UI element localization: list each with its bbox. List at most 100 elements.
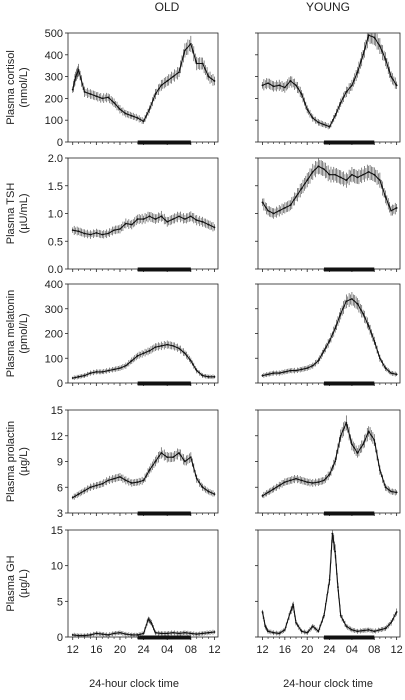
data-point-young-5 (292, 604, 295, 606)
x-tick-label-old-5: 16 (90, 644, 102, 656)
x-tick-label-young-5: 16 (279, 644, 291, 656)
sleep-bar-young-1 (323, 140, 375, 145)
data-point-young-1 (283, 86, 286, 89)
sleep-bar-old-4 (137, 511, 191, 516)
data-point-young-4 (373, 439, 376, 441)
data-point-young-4 (283, 481, 286, 483)
data-point-old-1 (166, 80, 169, 82)
data-point-old-4 (124, 479, 127, 482)
data-point-old-4 (107, 479, 110, 482)
data-point-young-3 (278, 372, 281, 374)
y-axis-label-line: (pmol/L) (18, 313, 30, 353)
data-point-young-2 (300, 187, 303, 190)
data-point-old-1 (160, 84, 163, 87)
x-tick-label-old-5: 20 (114, 644, 126, 656)
data-point-young-2 (311, 170, 314, 173)
data-point-young-5 (378, 628, 381, 631)
data-point-old-5 (160, 632, 163, 635)
data-point-old-3 (130, 359, 133, 362)
plot-frame-old-2 (67, 157, 219, 270)
data-point-old-4 (101, 482, 104, 485)
y-axis-label-old-2: Plasma TSH (µU/mL) (5, 183, 30, 245)
data-point-young-5 (278, 632, 281, 635)
data-point-young-1 (328, 125, 331, 128)
x-axis-label-old: 24-hour clock time (89, 678, 179, 690)
data-point-young-2 (283, 207, 286, 209)
series-line-old-1 (72, 42, 215, 123)
data-point-young-1 (317, 121, 320, 124)
data-point-old-3 (178, 347, 180, 350)
series-line-young-1 (262, 34, 398, 128)
data-point-old-3 (195, 369, 198, 372)
y-tick-label-old-4: 15 (51, 405, 63, 417)
data-point-young-2 (278, 209, 281, 212)
data-point-young-5 (384, 627, 387, 630)
data-point-old-3 (142, 352, 145, 355)
x-tick-label-young-5: 12 (391, 644, 403, 656)
data-point-young-3 (261, 374, 264, 377)
data-point-young-2 (378, 179, 381, 182)
data-point-young-5 (267, 630, 269, 633)
series-line-old-4 (72, 452, 215, 499)
data-point-young-4 (339, 434, 342, 437)
y-tick-label-old-4: 6 (57, 482, 63, 494)
data-point-old-4 (166, 456, 169, 459)
y-tick-label-old-5: 0 (57, 632, 63, 644)
data-point-young-5 (306, 631, 309, 634)
data-point-old-4 (213, 493, 216, 496)
data-point-old-4 (130, 482, 133, 484)
data-point-old-2 (207, 223, 210, 226)
data-point-young-2 (345, 179, 348, 182)
data-point-young-2 (339, 176, 342, 179)
y-axis-label-line: (µg/L) (18, 447, 30, 476)
y-axis-label-line: Plasma TSH (5, 183, 17, 245)
series-line-young-5 (261, 533, 398, 634)
data-point-young-4 (300, 479, 303, 482)
data-point-young-4 (362, 443, 365, 446)
data-point-old-1 (83, 90, 86, 93)
data-point-old-5 (189, 632, 192, 635)
data-point-young-3 (362, 312, 365, 315)
data-point-young-3 (311, 364, 314, 367)
data-point-old-5 (101, 633, 104, 636)
data-point-old-3 (124, 364, 127, 367)
data-point-old-2 (178, 215, 180, 218)
data-point-young-3 (306, 367, 309, 370)
data-point-young-2 (395, 207, 398, 209)
data-point-old-5 (201, 632, 204, 635)
data-point-old-2 (166, 220, 169, 223)
data-point-old-4 (154, 460, 157, 463)
data-point-young-3 (395, 373, 398, 376)
data-point-young-3 (390, 372, 392, 374)
data-point-young-2 (384, 195, 387, 198)
data-point-young-1 (334, 114, 337, 117)
data-point-old-5 (77, 634, 80, 637)
data-point-young-3 (334, 327, 337, 330)
data-point-young-1 (373, 36, 376, 39)
y-tick-label-old-1: 0 (57, 137, 63, 149)
data-point-old-2 (154, 218, 157, 220)
data-point-old-4 (142, 479, 145, 482)
data-point-old-2 (172, 218, 175, 220)
data-point-young-5 (323, 614, 325, 617)
plot-frame-old-5 (67, 529, 219, 638)
data-point-old-3 (71, 377, 74, 379)
y-tick-label-old-1: 400 (45, 50, 63, 62)
data-point-young-1 (351, 84, 353, 87)
data-point-old-1 (207, 75, 210, 78)
data-point-old-4 (207, 490, 210, 493)
data-point-young-1 (384, 58, 387, 61)
data-point-old-2 (142, 218, 145, 220)
data-point-young-3 (317, 359, 320, 362)
y-axis-label-line: (µg/L) (18, 569, 30, 598)
y-axis-label-line: Plasma cortisol (5, 50, 17, 125)
data-point-old-1 (119, 108, 121, 111)
data-point-young-3 (283, 370, 286, 373)
data-point-young-5 (328, 579, 331, 581)
data-point-old-1 (142, 120, 145, 123)
x-tick-label-young-5: 20 (301, 644, 313, 656)
data-point-young-3 (300, 368, 303, 371)
data-point-young-1 (267, 82, 269, 85)
data-point-old-5 (195, 633, 198, 636)
